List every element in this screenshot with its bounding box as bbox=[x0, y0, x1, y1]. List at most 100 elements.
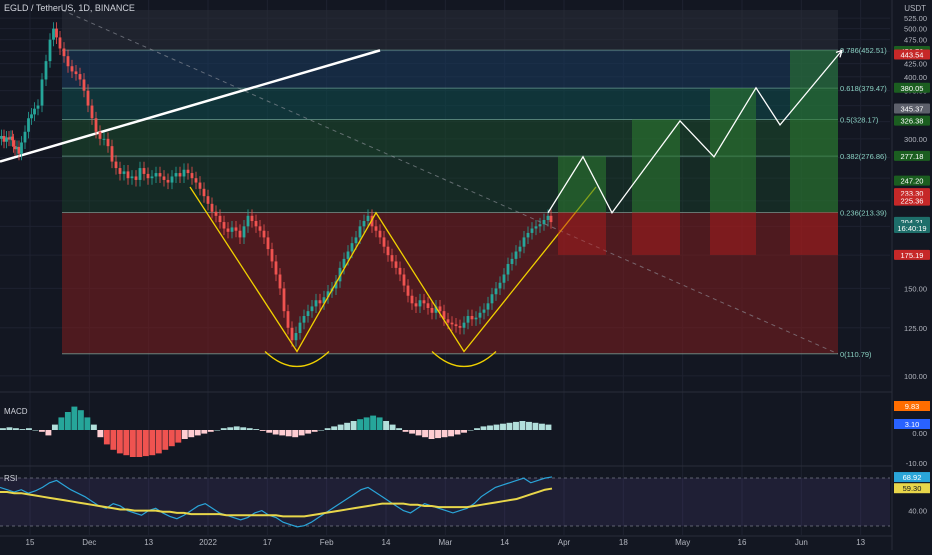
candle-body bbox=[426, 303, 430, 308]
candle-body bbox=[518, 246, 522, 252]
macd-histogram-bar bbox=[396, 428, 403, 430]
price-axis: 525.00500.00475.00450.00425.00400.00375.… bbox=[891, 0, 930, 550]
dashed-trendline bbox=[61, 9, 839, 355]
double-bottom-pattern bbox=[189, 186, 597, 353]
candle-body bbox=[382, 237, 386, 247]
candle-body bbox=[266, 237, 270, 250]
macd-histogram-bar bbox=[285, 430, 292, 437]
stop-box bbox=[790, 212, 838, 255]
candle-body bbox=[454, 324, 458, 327]
candle-body bbox=[510, 258, 514, 264]
rsi-band bbox=[0, 478, 890, 526]
candle-body bbox=[310, 306, 314, 312]
price-tick-label: 475.00 bbox=[904, 36, 927, 45]
candle-body bbox=[198, 182, 202, 189]
candle-body bbox=[549, 215, 553, 223]
macd-histogram-bar bbox=[246, 428, 253, 430]
candle-body bbox=[522, 237, 526, 247]
macd-histogram-bar bbox=[259, 430, 266, 431]
candle-body bbox=[514, 251, 518, 259]
candle-body bbox=[482, 309, 486, 313]
macd-histogram-bar bbox=[6, 427, 13, 430]
candle-body bbox=[238, 230, 242, 238]
candle-body bbox=[90, 105, 94, 119]
candle-body bbox=[434, 306, 438, 313]
macd-histogram-bar bbox=[32, 430, 39, 431]
macd-histogram-bar bbox=[77, 410, 84, 430]
candle-body bbox=[33, 108, 36, 115]
candle-body bbox=[20, 142, 23, 154]
macd-histogram-bar bbox=[129, 430, 136, 457]
candle-body bbox=[118, 168, 122, 174]
candle-body bbox=[234, 227, 238, 231]
time-tick-label: 2022 bbox=[199, 538, 217, 547]
candle-body bbox=[346, 251, 350, 259]
macd-histogram-bar bbox=[487, 425, 493, 430]
rsi-axis-label: 40.00 bbox=[908, 507, 927, 516]
fib-zone bbox=[62, 119, 838, 157]
candle-body bbox=[446, 319, 450, 323]
candle-body bbox=[314, 300, 318, 307]
macd-histogram-bar bbox=[441, 430, 448, 438]
price-tag bbox=[894, 103, 930, 114]
macd-histogram-bar bbox=[64, 412, 71, 430]
candle-body bbox=[390, 255, 394, 262]
projection-layer bbox=[547, 49, 843, 255]
macd-tag bbox=[894, 401, 930, 411]
time-tick-label: 13 bbox=[856, 538, 865, 547]
macd-histogram-bar bbox=[175, 430, 182, 443]
price-tick-label: 425.00 bbox=[904, 60, 927, 69]
price-tag bbox=[894, 195, 930, 206]
macd-histogram-bar bbox=[409, 430, 416, 434]
target-box bbox=[710, 88, 756, 213]
candle-body bbox=[262, 230, 266, 238]
candle-body bbox=[362, 221, 366, 227]
macd-histogram-bar bbox=[298, 430, 305, 436]
macd-histogram-bar bbox=[110, 430, 117, 450]
candle-body bbox=[318, 300, 322, 304]
candle-body bbox=[458, 326, 462, 328]
macd-histogram-bar bbox=[188, 430, 195, 438]
rsi-tag bbox=[894, 483, 930, 494]
macd-histogram-bar bbox=[142, 430, 149, 457]
macd-histogram-bar bbox=[389, 424, 396, 430]
candle-body bbox=[102, 138, 106, 140]
macd-histogram-bar bbox=[324, 428, 331, 430]
candle-body bbox=[298, 322, 302, 334]
fib-level-label: 0.382(276.86) bbox=[840, 152, 887, 161]
time-tick-label: Feb bbox=[320, 538, 334, 547]
candle-body bbox=[126, 171, 130, 179]
macd-histogram-bar bbox=[201, 430, 208, 434]
price-tag-label: 225.36 bbox=[901, 197, 924, 206]
macd-histogram-bar bbox=[357, 419, 364, 430]
macd-histogram-bar bbox=[116, 430, 123, 454]
macd-histogram-bar bbox=[168, 430, 175, 447]
price-tag-label: 233.30 bbox=[901, 189, 924, 198]
candle-body bbox=[246, 215, 250, 227]
macd-histogram-bar bbox=[448, 430, 454, 437]
rsi-panel: RSI 68.92 59.30 40.00 bbox=[0, 465, 930, 528]
macd-histogram-bar bbox=[539, 423, 545, 430]
candle-body bbox=[7, 137, 11, 140]
candle-body bbox=[502, 274, 506, 283]
candle-body bbox=[534, 226, 538, 229]
candle-body bbox=[122, 171, 126, 174]
macd-histogram-bar bbox=[136, 430, 143, 457]
price-tag-label: 380.05 bbox=[901, 84, 924, 93]
macd-histogram-bar bbox=[58, 417, 65, 430]
candle-body bbox=[226, 228, 230, 232]
candle-body bbox=[146, 173, 150, 179]
candle-body bbox=[414, 303, 418, 307]
candle-body bbox=[66, 56, 70, 67]
price-tag bbox=[894, 82, 930, 93]
macd-histogram-bar bbox=[305, 430, 312, 434]
candle-body bbox=[366, 215, 370, 222]
candle-body bbox=[422, 300, 426, 304]
price-tick-label: 400.00 bbox=[904, 73, 927, 82]
time-tick-label: May bbox=[675, 538, 690, 547]
time-tick-label: 18 bbox=[619, 538, 628, 547]
candle-body bbox=[78, 74, 82, 80]
time-axis: 15 Dec 13 2022 17 Feb 14 Mar 14 Apr 18 May 16 Jun 13 bbox=[0, 535, 892, 547]
rsi-label: RSI bbox=[4, 474, 17, 483]
